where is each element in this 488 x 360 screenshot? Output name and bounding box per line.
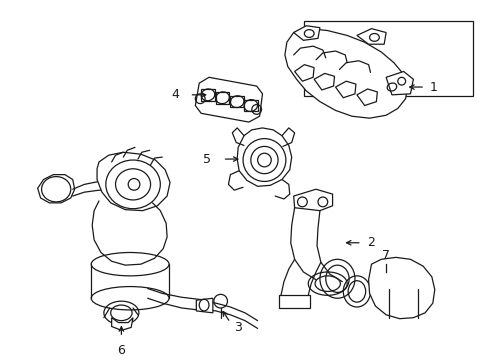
- Polygon shape: [356, 29, 386, 44]
- Text: 7: 7: [381, 249, 389, 262]
- Text: 5: 5: [203, 153, 210, 166]
- Polygon shape: [293, 189, 332, 211]
- Polygon shape: [237, 128, 291, 186]
- Polygon shape: [293, 26, 319, 40]
- Polygon shape: [335, 81, 355, 98]
- Polygon shape: [244, 100, 257, 111]
- Polygon shape: [196, 298, 212, 313]
- Polygon shape: [201, 89, 214, 101]
- Polygon shape: [111, 318, 133, 330]
- Text: 6: 6: [117, 344, 125, 357]
- Polygon shape: [215, 92, 229, 104]
- Bar: [304, 21, 472, 96]
- Polygon shape: [368, 257, 434, 319]
- Polygon shape: [313, 73, 334, 90]
- Polygon shape: [195, 77, 262, 122]
- Polygon shape: [386, 72, 412, 95]
- Polygon shape: [38, 175, 75, 203]
- Polygon shape: [294, 65, 313, 81]
- Polygon shape: [285, 29, 407, 118]
- Text: 3: 3: [234, 321, 242, 334]
- Text: 2: 2: [366, 236, 374, 249]
- Polygon shape: [230, 96, 244, 108]
- Polygon shape: [97, 152, 170, 211]
- Polygon shape: [279, 295, 309, 308]
- Text: 4: 4: [171, 88, 179, 101]
- Text: 1: 1: [429, 81, 437, 94]
- Polygon shape: [356, 89, 377, 105]
